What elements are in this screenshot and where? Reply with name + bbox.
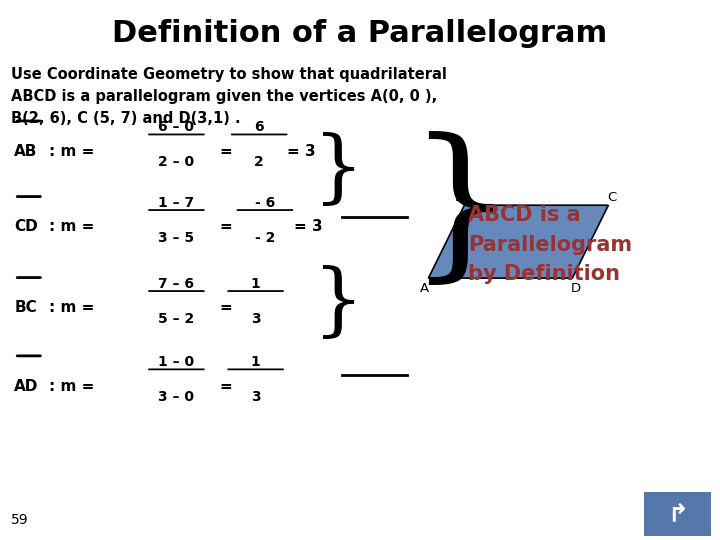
Text: =: = [220, 379, 233, 394]
Text: CD: CD [14, 219, 38, 234]
Text: 3: 3 [251, 390, 261, 404]
Text: 59: 59 [11, 512, 28, 526]
Text: }: } [407, 132, 513, 293]
Text: = 3: = 3 [294, 219, 323, 234]
Text: - 2: - 2 [255, 231, 275, 245]
Text: 2: 2 [254, 155, 264, 169]
Text: B: B [455, 191, 464, 204]
Text: : m =: : m = [49, 144, 94, 159]
Text: A: A [420, 282, 429, 295]
Text: : m =: : m = [49, 219, 94, 234]
Text: =: = [220, 144, 233, 159]
Text: C: C [608, 191, 616, 204]
Text: }: } [313, 265, 364, 342]
Text: 2 – 0: 2 – 0 [158, 155, 194, 169]
Text: =: = [220, 300, 233, 315]
Polygon shape [428, 205, 608, 278]
Text: }: } [313, 132, 364, 210]
Text: 7 – 6: 7 – 6 [158, 276, 194, 291]
Text: 5 – 2: 5 – 2 [158, 312, 194, 326]
FancyBboxPatch shape [644, 492, 711, 536]
Text: AB: AB [14, 144, 37, 159]
Text: AD: AD [14, 379, 39, 394]
Text: 6: 6 [254, 120, 264, 134]
Text: 1 – 0: 1 – 0 [158, 355, 194, 369]
Text: ↱: ↱ [667, 502, 688, 526]
Text: =: = [220, 219, 233, 234]
Text: : m =: : m = [49, 300, 94, 315]
Text: 1: 1 [251, 355, 261, 369]
Text: Use Coordinate Geometry to show that quadrilateral
ABCD is a parallelogram given: Use Coordinate Geometry to show that qua… [11, 68, 446, 126]
Text: 1 – 7: 1 – 7 [158, 195, 194, 210]
Text: - 6: - 6 [255, 195, 275, 210]
Text: ABCD is a
Parallelogram
by Definition: ABCD is a Parallelogram by Definition [468, 205, 632, 285]
Text: BC: BC [14, 300, 37, 315]
Text: 1: 1 [251, 276, 261, 291]
Text: 3: 3 [251, 312, 261, 326]
Text: D: D [571, 282, 581, 295]
Text: 3 – 0: 3 – 0 [158, 390, 194, 404]
Text: 3 – 5: 3 – 5 [158, 231, 194, 245]
Text: Definition of a Parallelogram: Definition of a Parallelogram [112, 19, 608, 48]
Text: 6 – 0: 6 – 0 [158, 120, 194, 134]
Text: = 3: = 3 [287, 144, 315, 159]
Text: : m =: : m = [49, 379, 94, 394]
